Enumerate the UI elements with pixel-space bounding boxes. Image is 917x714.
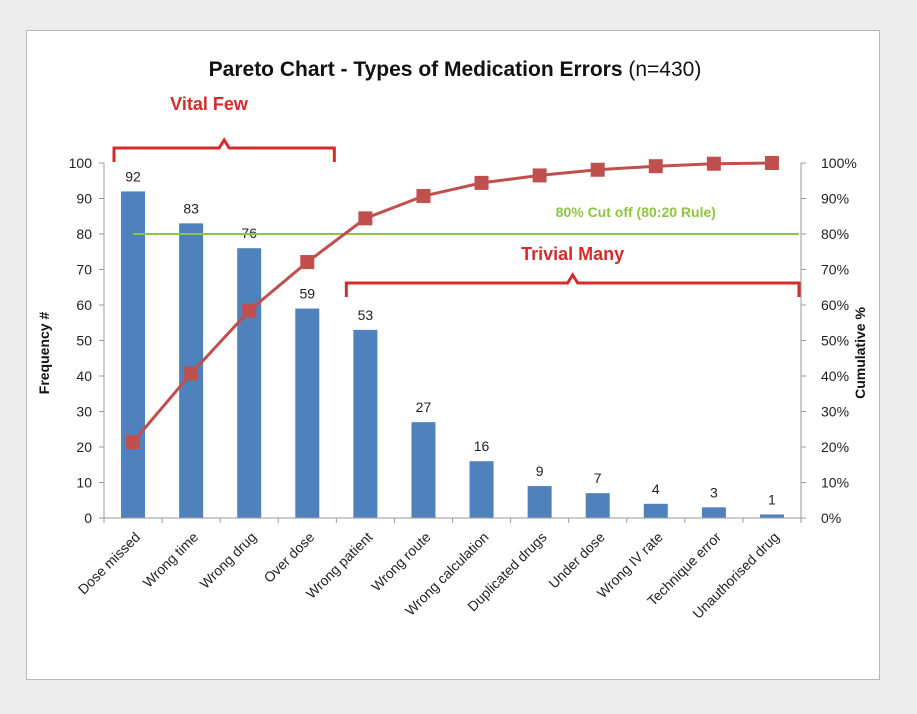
y2-tick-label: 40% [821,368,849,384]
cumulative-marker-6 [416,189,431,204]
bar-series [121,191,784,518]
cumulative-marker-8 [532,168,547,183]
cumulative-marker-5 [358,211,373,226]
y2-tick-label: 20% [821,439,849,455]
bar-1 [121,191,146,518]
cumulative-line [131,161,772,443]
y-tick-label: 70 [76,262,92,278]
y2-axis-title: Cumulative % [852,307,868,399]
bar-11 [701,507,726,518]
bar-value-label-7: 16 [474,438,490,454]
category-label-3: Wrong drug [196,529,259,592]
bar-value-label-12: 1 [768,491,776,507]
category-label-4: Over dose [260,529,317,586]
cumulative-marker-3 [242,303,257,318]
bar-value-label-8: 9 [536,463,544,479]
bar-10 [643,503,668,518]
chart-frame: Pareto Chart - Types of Medication Error… [26,30,880,680]
cumulative-marker-12 [764,156,779,170]
y2-axis-ticks: 0% 10% 20% 30% 40% 50% 60% 70% 80% 90% 100% [801,155,857,526]
bar-value-label-2: 83 [183,200,199,216]
annotation-label-2: Trivial Many [521,244,624,264]
y-tick-label: 10 [76,475,92,491]
y-tick-label: 40 [76,368,92,384]
y-axis-ticks: 0 10 20 30 40 50 60 70 80 90 100 [69,155,104,526]
y2-tick-label: 70% [821,262,849,278]
y2-tick-label: 60% [821,297,849,313]
y2-tick-label: 90% [821,191,849,207]
y2-tick-label: 30% [821,404,849,420]
cumulative-marker-9 [590,162,605,177]
y-tick-label: 30 [76,404,92,420]
y-tick-label: 0 [84,510,92,526]
y2-tick-label: 0% [821,510,841,526]
bar-8 [527,486,552,518]
y2-tick-label: 50% [821,333,849,349]
y-tick-label: 20 [76,439,92,455]
bar-value-label-6: 27 [416,399,432,415]
cumulative-marker-1 [126,435,141,450]
y-axis-title: Frequency # [36,312,52,395]
bar-value-label-5: 53 [358,307,374,323]
annotation-label-1: Vital Few [170,94,249,114]
y2-tick-label: 80% [821,226,849,242]
bar-7 [469,461,494,518]
cumulative-marker-2 [184,366,199,381]
y2-tick-label: 10% [821,475,849,491]
bar-9 [585,493,610,518]
bar-3 [237,248,262,518]
y2-tick-label: 100% [821,155,857,171]
annotations: Vital Few Trivial Many [112,94,801,297]
pareto-chart: Pareto Chart - Types of Medication Error… [36,58,868,622]
y-tick-label: 80 [76,226,92,242]
cumulative-marker-10 [648,159,663,174]
chart-title-main: Pareto Chart - Types of Medication Error… [209,58,623,81]
bar-12 [759,514,784,518]
x-axis-ticks [103,518,802,523]
y-tick-label: 90 [76,191,92,207]
y-tick-label: 60 [76,297,92,313]
category-label-9: Under dose [545,529,608,592]
cumulative-marker-11 [706,156,721,171]
bar-value-label-11: 3 [710,484,718,500]
bar-5 [353,329,378,518]
category-label-1: Dose missed [75,529,144,598]
chart-title: Pareto Chart - Types of Medication Error… [209,58,702,81]
cumulative-marker-4 [300,255,315,270]
category-label-2: Wrong time [139,529,201,591]
cumulative-marker-7 [474,175,489,190]
chart-title-sample-size: (n=430) [628,58,701,81]
bar-4 [295,308,320,518]
y-tick-label: 100 [69,155,93,171]
bar-6 [411,422,436,518]
bracket-2 [344,272,801,297]
cutoff-label: 80% Cut off (80:20 Rule) [556,204,716,220]
bar-value-label-1: 92 [125,168,141,184]
bar-value-label-10: 4 [652,481,660,497]
cumulative-markers [126,156,779,450]
bracket-1 [112,137,336,162]
bar-value-label-9: 7 [594,470,602,486]
bar-value-label-4: 59 [300,286,316,302]
y-tick-label: 50 [76,333,92,349]
